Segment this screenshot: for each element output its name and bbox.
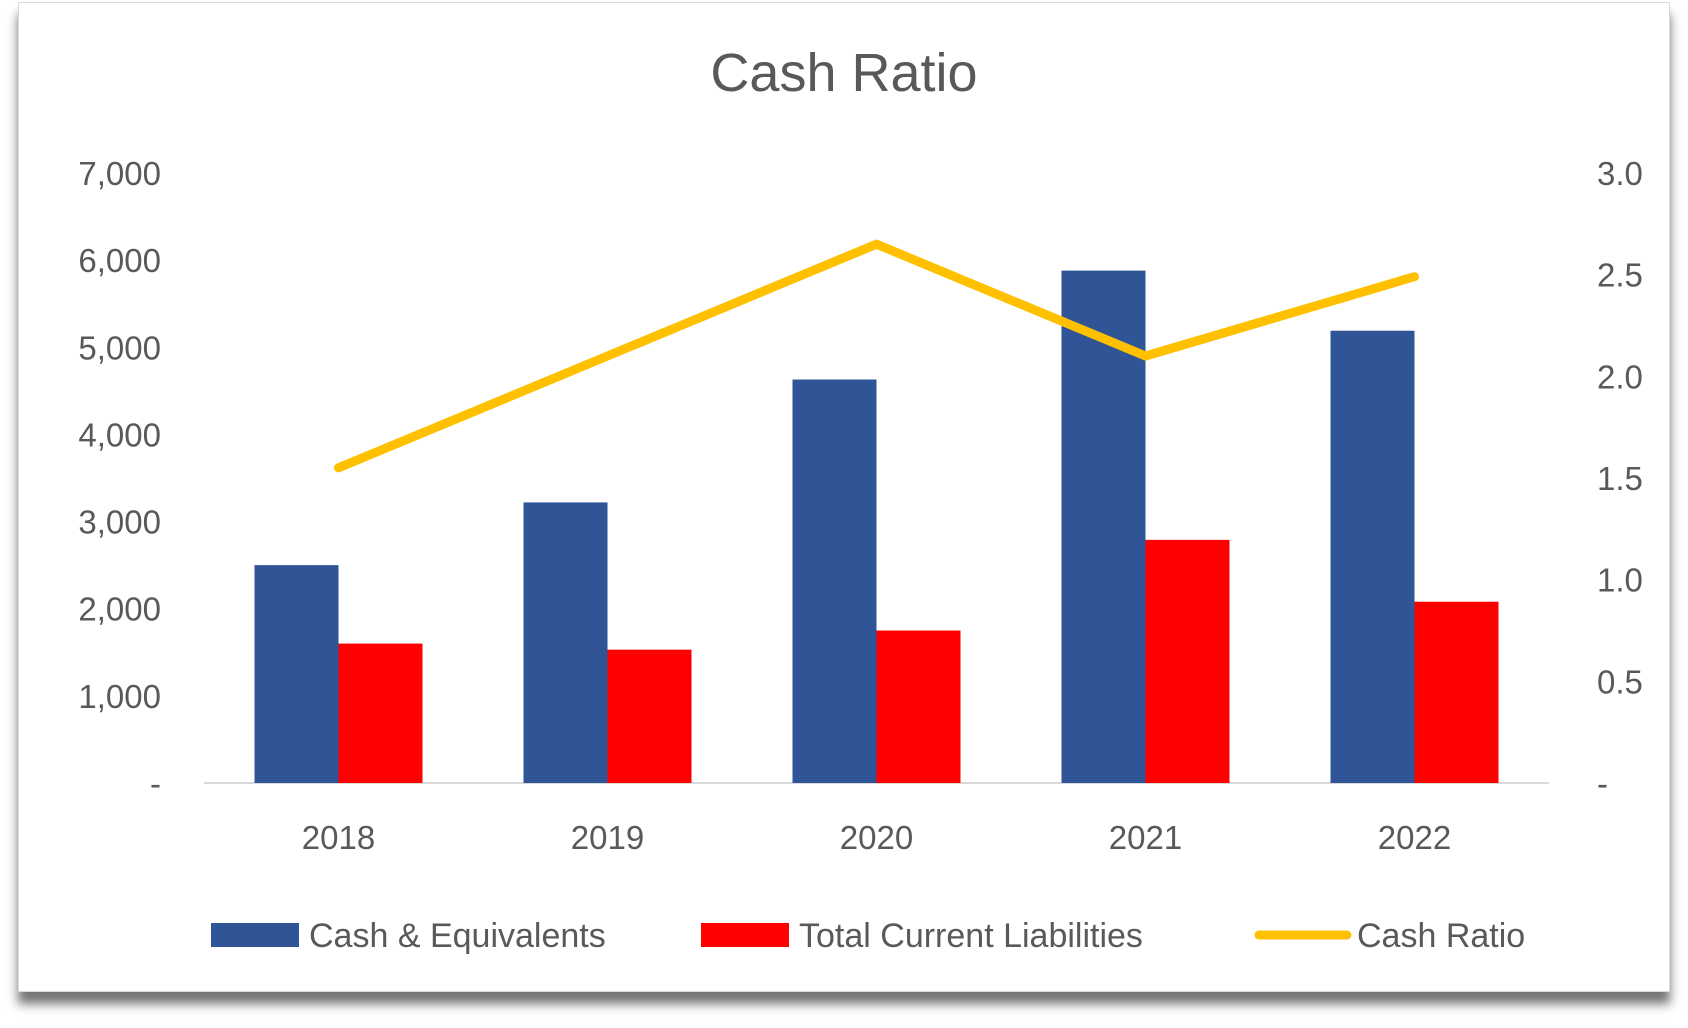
left-axis: - 1,000 2,000 3,000 4,000 5,000 6,000 7,000	[78, 155, 161, 802]
right-tick-label: 1.5	[1597, 460, 1643, 497]
right-tick-label: -	[1597, 765, 1608, 802]
legend-label-cash-ratio: Cash Ratio	[1357, 917, 1525, 955]
left-tick-label: 4,000	[78, 416, 161, 453]
x-tick-label: 2019	[571, 819, 644, 856]
chart-svg: Cash Ratio - 1,000 2,000 3,000 4,000 5,000 6,0…	[78, 43, 1643, 955]
left-tick-label: 7,000	[78, 155, 161, 192]
left-tick-label: 1,000	[78, 678, 161, 715]
bars-group	[254, 270, 1499, 784]
x-tick-label: 2021	[1109, 819, 1182, 856]
bar-total-current-liabilities-2019	[607, 649, 692, 783]
left-tick-label: 6,000	[78, 242, 161, 279]
bar-total-current-liabilities-2018	[338, 643, 423, 783]
x-tick-label: 2020	[840, 819, 913, 856]
x-tick-label: 2018	[302, 819, 375, 856]
line-series-group	[334, 239, 1419, 473]
bar-cash-equivalents-2018	[254, 565, 339, 783]
legend-label-cash-equivalents: Cash & Equivalents	[309, 917, 606, 955]
bar-cash-equivalents-2022	[1330, 330, 1415, 783]
legend-swatch-total-current-liabilities	[701, 923, 789, 947]
bar-total-current-liabilities-2021	[1145, 539, 1230, 783]
x-axis: 2018 2019 2020 2021 2022	[302, 819, 1451, 856]
right-tick-label: 1.0	[1597, 562, 1643, 599]
right-axis: - 0.5 1.0 1.5 2.0 2.5 3.0	[1597, 155, 1643, 802]
bar-cash-equivalents-2021	[1061, 270, 1146, 784]
left-tick-label: -	[150, 765, 161, 802]
bar-total-current-liabilities-2020	[876, 630, 961, 783]
right-tick-label: 3.0	[1597, 155, 1643, 192]
legend: Cash & Equivalents Total Current Liabilit…	[211, 917, 1525, 955]
bar-cash-equivalents-2019	[523, 502, 608, 783]
legend-label-total-current-liabilities: Total Current Liabilities	[799, 917, 1143, 955]
right-tick-label: 2.5	[1597, 257, 1643, 294]
right-tick-label: 0.5	[1597, 663, 1643, 700]
bar-total-current-liabilities-2022	[1414, 601, 1499, 783]
line-cash-ratio	[334, 239, 1419, 473]
chart-card: Cash Ratio - 1,000 2,000 3,000 4,000 5,000 6,0…	[18, 2, 1670, 992]
x-tick-label: 2022	[1378, 819, 1451, 856]
bar-cash-equivalents-2020	[792, 379, 877, 783]
right-tick-label: 2.0	[1597, 358, 1643, 395]
legend-swatch-cash-equivalents	[211, 923, 299, 947]
chart-title: Cash Ratio	[710, 43, 977, 103]
left-tick-label: 2,000	[78, 591, 161, 628]
left-tick-label: 3,000	[78, 504, 161, 541]
left-tick-label: 5,000	[78, 329, 161, 366]
